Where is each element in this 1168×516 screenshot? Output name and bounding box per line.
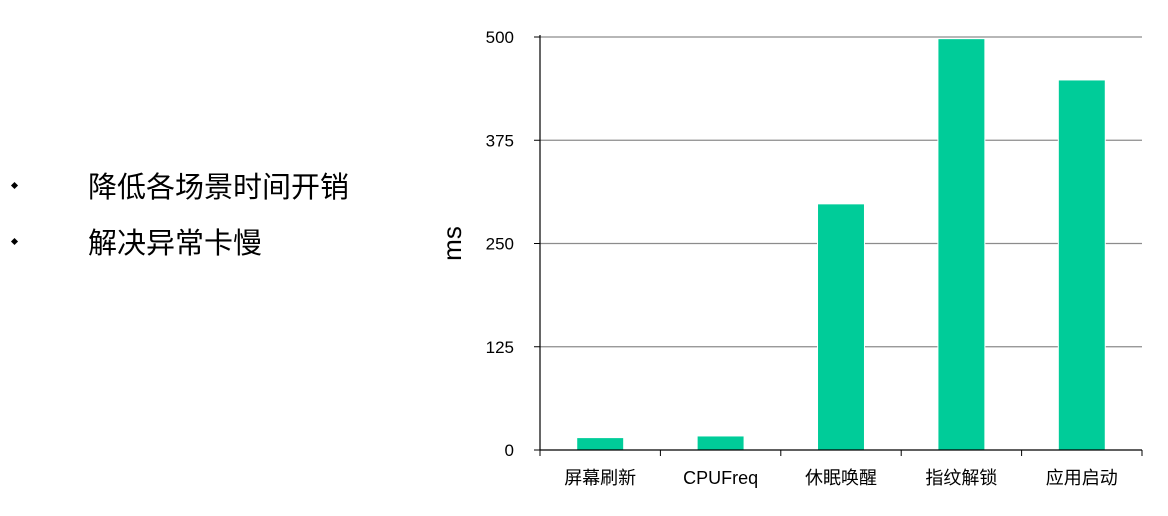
x-tick-label: 指纹解锁	[925, 468, 997, 488]
y-tick-label: 125	[486, 338, 514, 357]
bar-3	[817, 203, 865, 451]
axes	[534, 35, 1143, 456]
bar-1	[576, 437, 625, 451]
bar-2	[696, 435, 745, 451]
bar-4	[937, 38, 986, 451]
y-tick-label: 500	[486, 28, 514, 47]
y-axis-label: ms	[437, 226, 467, 261]
bullet-text: 降低各场景时间开销	[88, 170, 350, 204]
x-tick-label: 应用启动	[1046, 468, 1118, 488]
x-tick-label: CPUFreq	[683, 468, 758, 488]
y-tick-label: 375	[486, 131, 514, 150]
x-tick-label: 休眠唤醒	[805, 468, 877, 488]
y-tick-label: 0	[505, 441, 514, 460]
bar-5	[1057, 79, 1106, 451]
bullet-item-1: 降低各场景时间开销	[0, 160, 420, 216]
bullet-list: 降低各场景时间开销 解决异常卡慢	[0, 160, 420, 272]
bars	[576, 38, 1106, 451]
x-tick-label: 屏幕刷新	[564, 468, 636, 488]
y-tick-label: 250	[486, 235, 514, 254]
bullet-text: 解决异常卡慢	[88, 226, 263, 260]
tick-labels: 0 125 250 375 500 屏幕刷新 CPUFreq 休眠唤醒 指纹解锁 应用启动	[486, 28, 1118, 488]
bullet-item-2: 解决异常卡慢	[0, 216, 420, 272]
